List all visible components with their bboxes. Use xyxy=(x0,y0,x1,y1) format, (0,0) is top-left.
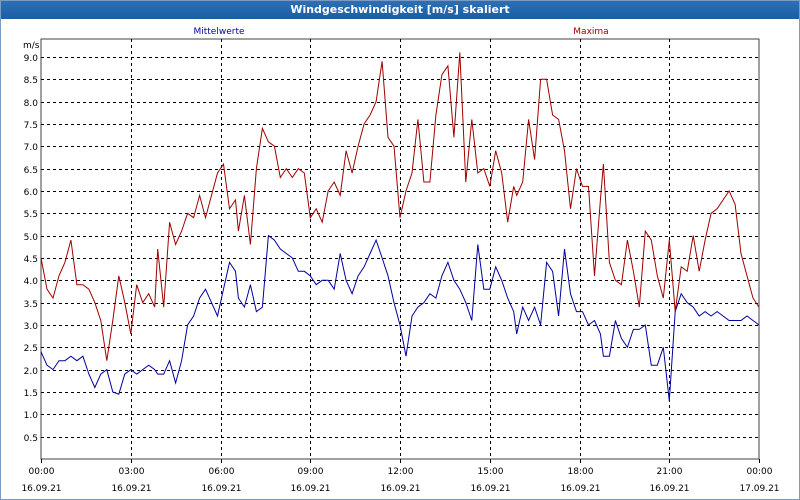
x-tick-time-label: 12:00 xyxy=(388,467,414,477)
y-tick-label: 5.5 xyxy=(24,210,38,220)
y-tick-label: 2.5 xyxy=(24,344,38,354)
y-tick-label: 4.5 xyxy=(24,255,38,265)
series-line-mittelwerte xyxy=(40,234,760,401)
x-tick-date-label: 16.09.21 xyxy=(290,484,330,494)
x-tick-date-label: 16.09.21 xyxy=(201,484,241,494)
x-tick-time-label: 00:00 xyxy=(29,467,55,477)
x-tick-date-label: 17.09.21 xyxy=(739,484,779,494)
y-tick-label: 4.0 xyxy=(24,277,39,287)
x-tick-time-label: 09:00 xyxy=(298,467,324,477)
x-tick-time-label: 00:00 xyxy=(747,467,773,477)
y-tick-label: 2.0 xyxy=(24,367,39,377)
y-tick-label: 6.0 xyxy=(24,188,39,198)
x-tick-time-label: 06:00 xyxy=(209,467,235,477)
x-tick-time-label: 21:00 xyxy=(657,467,683,477)
y-tick-label: 8.0 xyxy=(24,99,39,109)
y-tick-label: 3.5 xyxy=(24,300,38,310)
y-tick-label: 5.0 xyxy=(24,233,39,243)
x-tick-date-label: 16.09.21 xyxy=(470,484,510,494)
x-tick-date-label: 16.09.21 xyxy=(560,484,600,494)
window-title: Windgeschwindigkeit [m/s] skaliert xyxy=(1,1,799,19)
x-tick-time-label: 18:00 xyxy=(568,467,594,477)
x-tick-date-label: 16.09.21 xyxy=(111,484,151,494)
legend-mittelwerte: Mittelwerte xyxy=(193,27,244,37)
x-tick-time-label: 03:00 xyxy=(119,467,145,477)
x-tick-date-label: 16.09.21 xyxy=(380,484,420,494)
x-tick-date-label: 16.09.21 xyxy=(21,484,61,494)
y-tick-label: 1.0 xyxy=(24,411,39,421)
y-tick-label: 3.0 xyxy=(24,322,39,332)
y-tick-label: 0.5 xyxy=(24,434,38,444)
y-unit-label: m/s xyxy=(23,41,40,51)
x-tick-date-label: 16.09.21 xyxy=(649,484,689,494)
series-line-maxima xyxy=(40,52,760,361)
y-tick-label: 7.0 xyxy=(24,143,39,153)
y-tick-label: 6.5 xyxy=(24,166,38,176)
y-tick-label: 1.5 xyxy=(24,389,38,399)
y-tick-label: 8.5 xyxy=(24,76,38,86)
y-tick-label: 7.5 xyxy=(24,121,38,131)
y-tick-label: 9.0 xyxy=(24,54,39,64)
x-tick-time-label: 15:00 xyxy=(478,467,504,477)
legend-maxima: Maxima xyxy=(573,27,608,37)
wind-speed-chart: 0.5 1.0 1.5 2.0 2.5 3.0 3.5 4.0 4.5 5.0 5.5 6.0 6.5 7… xyxy=(21,27,779,494)
